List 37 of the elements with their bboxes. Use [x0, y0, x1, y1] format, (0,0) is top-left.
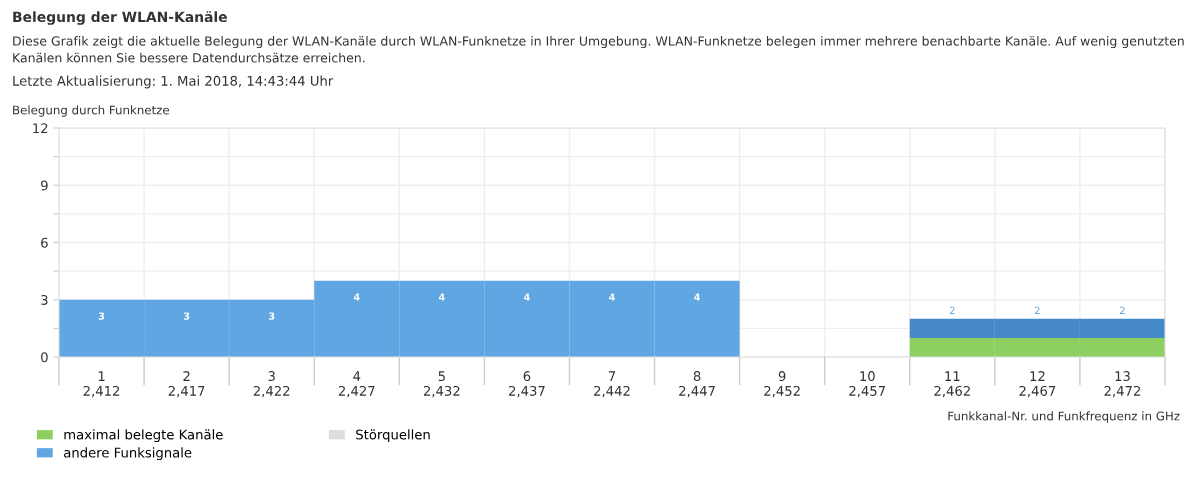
x-tick-label: 12 2,467 [1019, 371, 1056, 398]
x-tick-label: 13 2,472 [1104, 371, 1141, 398]
legend-label: maximal belegte Kanäle [64, 429, 223, 443]
x-tick-label: 2 2,417 [168, 371, 205, 398]
total-label: 3 [98, 312, 105, 320]
y-tick-label: 6 [41, 237, 48, 248]
legend-label: andere Funksignale [64, 447, 192, 461]
x-tick-label: 3 2,422 [253, 371, 290, 398]
legend-label: Störquellen [356, 429, 430, 443]
x-tick-label: 9 2,452 [764, 371, 800, 398]
x-tick-label: 10 2,457 [849, 371, 885, 398]
total-label: 4 [353, 293, 360, 301]
total-label: 3 [268, 312, 275, 320]
x-tick-label: 6 2,437 [509, 371, 545, 398]
total-label: 2 [949, 306, 955, 314]
y-axis-title: Belegung durch Funknetze [13, 105, 170, 117]
x-tick-label: 5 2,432 [423, 371, 460, 398]
x-tick-label: 7 2,442 [594, 371, 630, 398]
total-label: 2 [1120, 306, 1125, 314]
total-label: 4 [523, 293, 530, 301]
x-axis-title: Funkkanal-Nr. und Funkfrequenz in GHz [948, 411, 1180, 423]
x-tick-label: 11 2,462 [934, 371, 970, 398]
total-label: 4 [609, 293, 615, 301]
x-tick-label: 8 2,447 [679, 371, 715, 398]
y-tick-label: 3 [41, 294, 48, 305]
chart-subtitle: Diese Grafik zeigt die aktuelle Belegung der WLAN-Kanäle durch WLAN-Funknetze in Ihrer Umgebung. WLAN-Funknetze belegen immer mehrere benachbarte Kanäle. Auf wenig genutzten Kanälen können Sie bessere Datendurchsätze erreichen. [13, 36, 1184, 63]
y-tick-label: 12 [33, 123, 48, 134]
x-tick-label: 1 2,412 [83, 371, 120, 398]
total-label: 2 [1035, 306, 1040, 314]
chart-title: Belegung der WLAN-Kanäle [13, 11, 227, 25]
total-label: 4 [694, 293, 701, 301]
y-tick-label: 9 [41, 180, 48, 191]
text: Letzte Aktualisierung: 1. Mai 2018, 14:43:44 Uhr [13, 75, 334, 89]
x-tick-label: 4 2,427 [338, 371, 375, 398]
y-tick-label: 0 [41, 352, 48, 363]
total-label: 4 [438, 293, 445, 301]
total-label: 3 [183, 312, 190, 320]
